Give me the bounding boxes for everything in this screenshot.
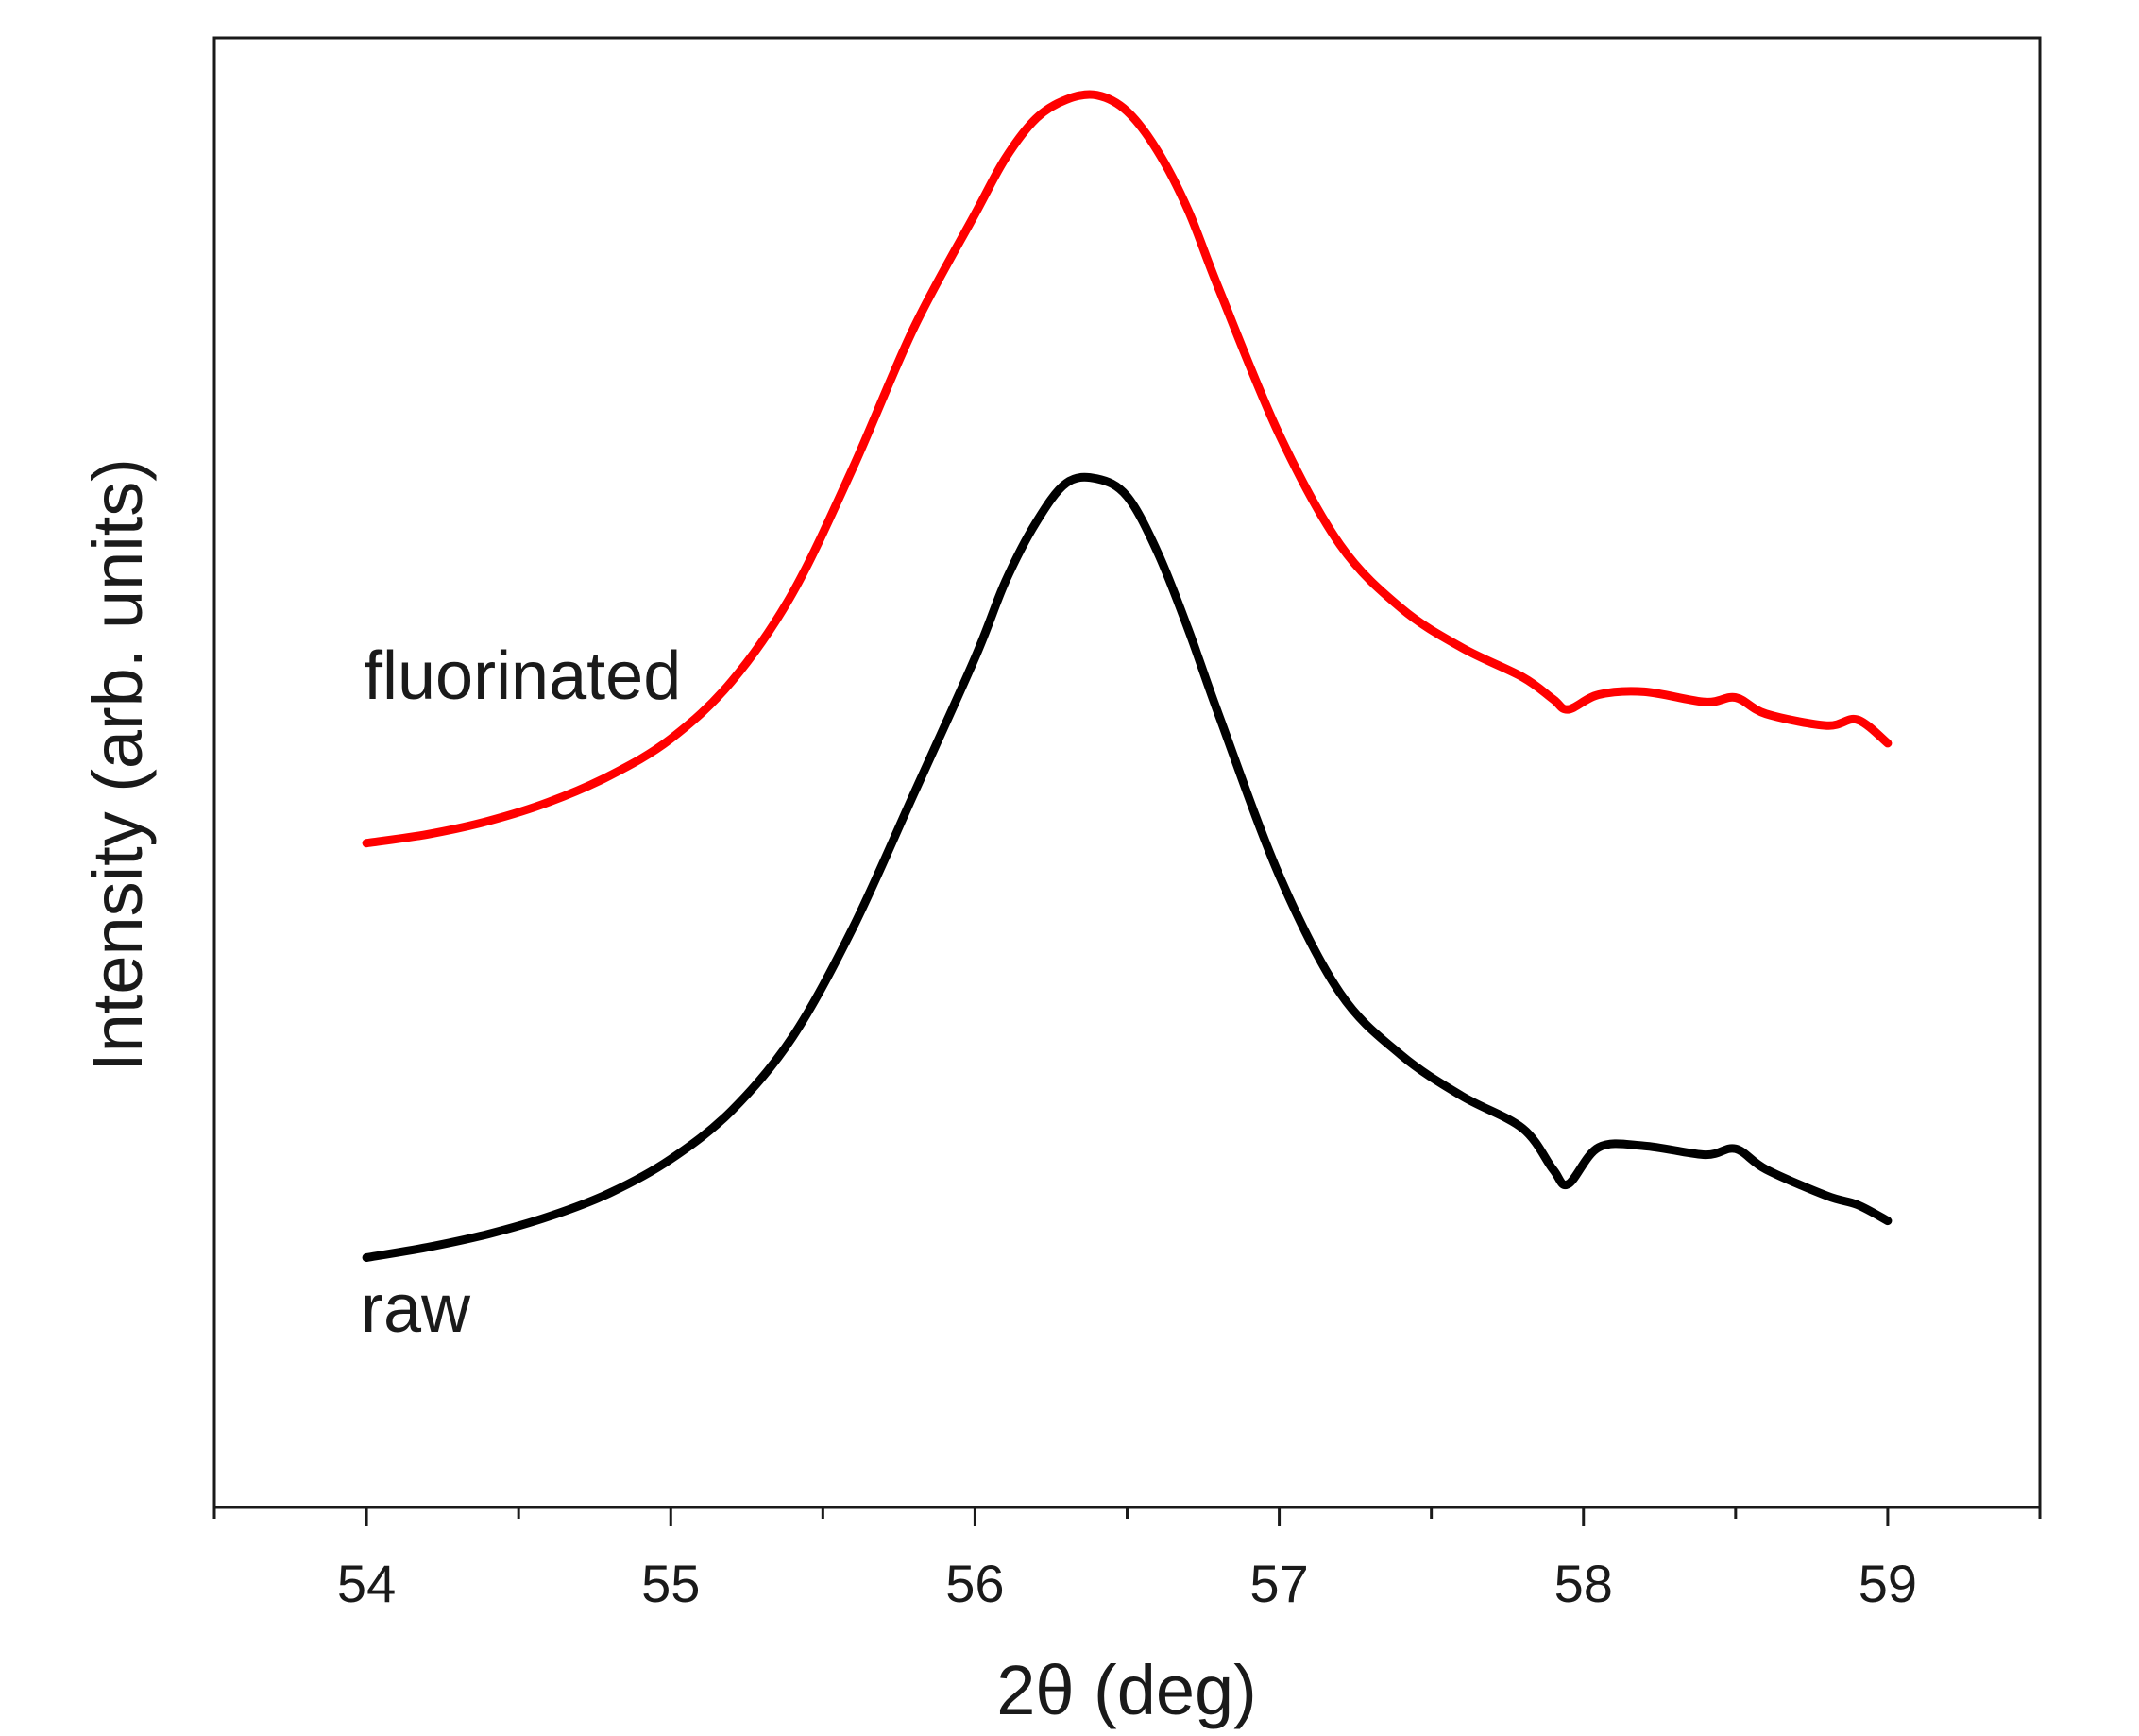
series-line-raw bbox=[362, 472, 1893, 1262]
x-tick-label: 58 bbox=[1554, 1554, 1613, 1613]
x-axis-tick-labels: 54 55 56 57 58 59 bbox=[337, 1554, 1917, 1613]
annotation-raw: raw bbox=[361, 1271, 471, 1347]
x-axis-ticks bbox=[212, 1507, 2042, 1526]
x-tick-label: 55 bbox=[641, 1554, 700, 1613]
x-tick-label: 54 bbox=[337, 1554, 396, 1613]
x-axis-label: 2θ (deg) bbox=[996, 1651, 1257, 1729]
annotation-fluorinated: fluorinated bbox=[364, 638, 681, 714]
x-tick-label: 57 bbox=[1249, 1554, 1308, 1613]
x-tick-label: 59 bbox=[1859, 1554, 1917, 1613]
plot-frame bbox=[212, 36, 2042, 1509]
x-tick-label: 56 bbox=[945, 1554, 1004, 1613]
series-layer bbox=[362, 90, 1893, 1262]
y-axis-label: Intensity (arb. units) bbox=[78, 458, 157, 1072]
series-line-fluorinated bbox=[362, 90, 1893, 848]
